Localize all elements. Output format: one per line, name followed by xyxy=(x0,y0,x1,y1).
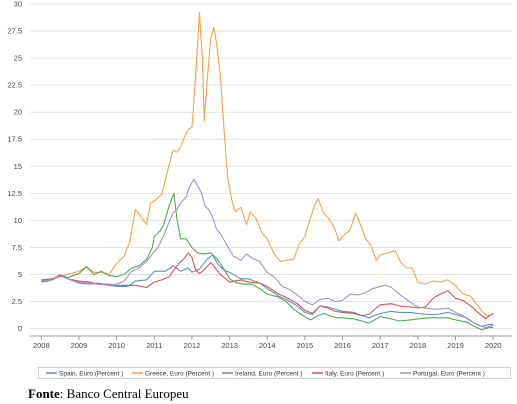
x-tick-label: 2010 xyxy=(108,341,125,350)
chart-background xyxy=(0,0,517,384)
y-tick-label: 2.5 xyxy=(12,297,22,306)
x-tick-label: 2009 xyxy=(71,341,88,350)
y-tick-label: 20 xyxy=(14,108,22,117)
series-line-3 xyxy=(41,252,494,320)
legend-label: Spain, Euro (Percent ) xyxy=(59,370,123,377)
x-tick-label: 2018 xyxy=(410,341,427,350)
x-tick-label: 2015 xyxy=(297,341,314,350)
y-tick-label: 12.5 xyxy=(7,189,22,198)
legend: Spain, Euro (Percent ) Greece, Euro (Perc… xyxy=(38,367,511,379)
series-line-0 xyxy=(41,254,494,327)
y-tick-label: 27.5 xyxy=(7,27,22,36)
x-tick-label: 2017 xyxy=(372,341,389,350)
y-tick-label: 30 xyxy=(14,0,22,9)
x-tick-label: 2020 xyxy=(485,341,502,350)
x-tick-label: 2016 xyxy=(334,341,351,350)
y-axis-ticks: 0 2.5 5 7.5 10 12.5 15 17.5 20 22.5 25 27.5 30 xyxy=(7,0,22,333)
y-tick-label: 7.5 xyxy=(12,243,22,252)
x-tick-label: 2011 xyxy=(146,341,162,350)
y-tick-label: 25 xyxy=(14,54,22,63)
source-label: Fonte xyxy=(28,386,60,401)
legend-label: Italy, Euro (Percent ) xyxy=(325,370,384,377)
y-tick-label: 10 xyxy=(14,216,22,225)
series-lines xyxy=(41,12,494,331)
legend-box xyxy=(38,367,511,379)
legend-label: Greece, Euro (Percent ) xyxy=(145,370,214,377)
x-tick-label: 2019 xyxy=(447,341,464,350)
legend-label: Ireland, Euro (Percent ) xyxy=(235,370,303,377)
source-caption: Fonte: Banco Central Europeu xyxy=(28,386,189,402)
series-line-4 xyxy=(41,178,494,329)
y-tick-label: 15 xyxy=(14,162,22,171)
x-axis-ticks: 2008 2009 2010 2011 2012 2013 2014 2015 2016 2017… xyxy=(30,335,512,350)
legend-label: Portugal, Euro (Percent ) xyxy=(413,370,485,377)
series-line-1 xyxy=(41,12,494,317)
x-tick-label: 2008 xyxy=(33,341,50,350)
y-tick-label: 17.5 xyxy=(7,135,22,144)
series-line-2 xyxy=(41,192,494,331)
y-tick-label: 5 xyxy=(18,270,22,279)
x-tick-label: 2014 xyxy=(259,341,276,350)
y-tick-label: 22.5 xyxy=(7,81,22,90)
x-tick-label: 2013 xyxy=(221,341,238,350)
source-text: : Banco Central Europeu xyxy=(59,386,189,401)
y-tick-label: 0 xyxy=(18,324,22,333)
x-tick-label: 2012 xyxy=(184,341,201,350)
